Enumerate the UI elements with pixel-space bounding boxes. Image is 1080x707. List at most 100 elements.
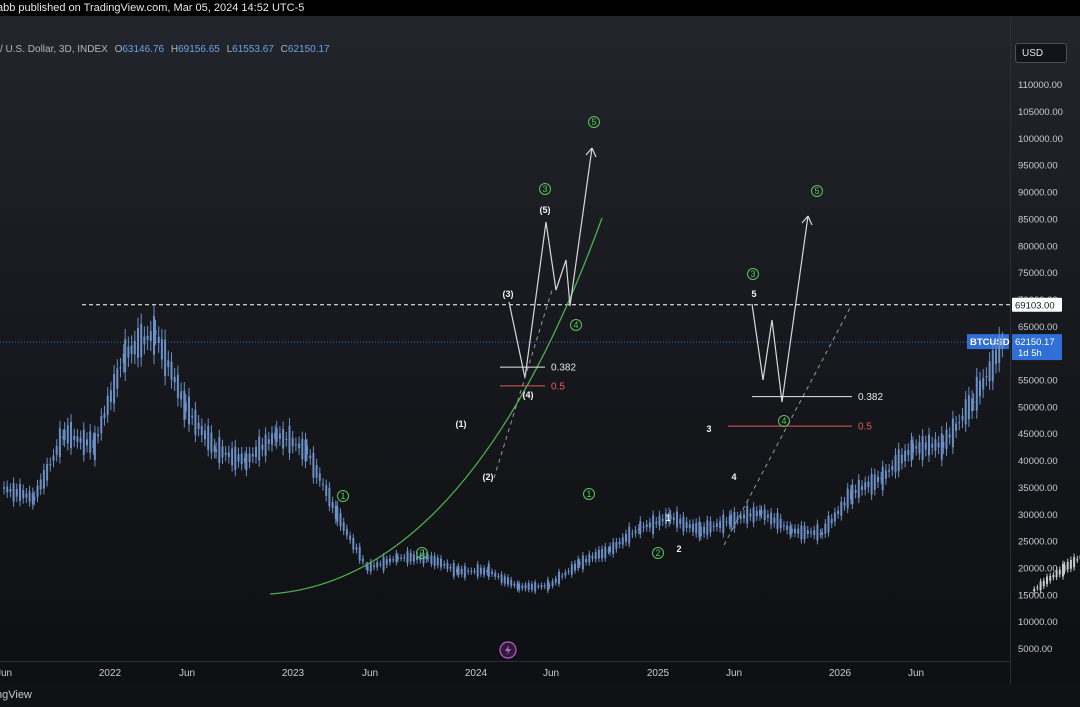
candle-body	[52, 455, 55, 461]
candle-body	[864, 482, 867, 490]
candle-body	[106, 395, 109, 415]
candle-body	[309, 455, 312, 459]
candle-body	[204, 430, 206, 440]
projection-2024-arrow	[585, 147, 593, 156]
candle-body	[1036, 587, 1039, 589]
candle-body	[33, 496, 36, 501]
candle-body	[500, 574, 503, 583]
currency-button[interactable]: USD	[1015, 43, 1067, 63]
candle-body	[325, 485, 328, 496]
candle-body	[6, 486, 9, 493]
candle-body	[921, 436, 924, 460]
candle-body	[470, 570, 473, 572]
candle-body	[231, 448, 234, 466]
candle-body	[93, 432, 96, 461]
candle-body	[170, 361, 173, 380]
candle-body	[342, 522, 345, 531]
candle-body	[409, 552, 412, 562]
y-tick-label: 30000.00	[1018, 510, 1058, 521]
candle-body	[63, 429, 66, 441]
candle-body	[537, 586, 540, 588]
x-tick-label: 2024	[465, 668, 488, 679]
candle-body	[463, 565, 466, 578]
candle-body	[497, 576, 500, 578]
x-tick-label: Jun	[0, 668, 12, 679]
candle-body	[928, 434, 930, 456]
y-tick-label: 55000.00	[1018, 376, 1058, 387]
candle-body	[849, 490, 852, 500]
candle-body	[570, 564, 573, 575]
candle-body	[288, 425, 291, 454]
y-tick-label: 75000.00	[1018, 268, 1058, 279]
candle-body	[637, 528, 640, 531]
candle-body	[803, 526, 806, 540]
candle-body	[998, 337, 1001, 363]
candle-body	[676, 511, 678, 528]
y-tick-label: 50000.00	[1018, 402, 1058, 413]
candle-body	[285, 438, 288, 440]
candle-body	[982, 377, 985, 390]
candle-body	[618, 541, 621, 545]
candle-body	[760, 510, 763, 514]
x-tick-label: 2023	[282, 668, 305, 679]
candle-body	[534, 582, 537, 592]
candle-body	[607, 550, 610, 552]
y-tick-label: 5000.00	[1018, 644, 1052, 655]
low-value: 61553.67	[232, 44, 274, 55]
candle-body	[591, 555, 594, 559]
candle-body	[975, 376, 978, 411]
candle-body	[200, 426, 203, 436]
candle-body	[719, 520, 722, 528]
candle-body	[373, 565, 375, 567]
candle-body	[910, 439, 913, 461]
candle-body	[146, 335, 149, 341]
candle-body	[776, 512, 779, 530]
candle-body	[92, 439, 95, 449]
candle-body	[1066, 562, 1069, 570]
candle-body	[601, 548, 604, 559]
candle-body	[733, 512, 736, 529]
candle-body	[564, 572, 567, 576]
candle-body	[672, 517, 675, 521]
candle-body	[558, 571, 560, 584]
candle-body	[743, 514, 745, 519]
candle-body	[507, 577, 509, 585]
candle-body	[554, 578, 557, 583]
candle-body	[9, 488, 12, 492]
candle-body	[3, 487, 5, 489]
candle-body	[699, 526, 702, 537]
y-tick-label: 35000.00	[1018, 483, 1058, 494]
candle-body	[846, 488, 849, 509]
candle-body	[379, 563, 382, 565]
y-tick-label: 80000.00	[1018, 241, 1058, 252]
x-tick-label: 2026	[829, 668, 852, 679]
candle-body	[942, 441, 945, 448]
candle-body	[821, 532, 824, 535]
candle-body	[183, 390, 186, 420]
candle-body	[937, 442, 940, 448]
candle-body	[972, 401, 975, 403]
candle-body	[278, 433, 281, 439]
price-axis-divider	[1010, 16, 1011, 684]
candle-body	[715, 523, 718, 527]
candle-body	[336, 506, 339, 522]
candle-body	[479, 567, 482, 574]
chart-area[interactable]	[0, 16, 1080, 684]
candle-body	[258, 436, 261, 461]
candle-body	[991, 350, 994, 382]
y-tick-label: 10000.00	[1018, 617, 1058, 628]
candle-body	[366, 565, 369, 571]
candle-body	[403, 557, 406, 559]
candle-body	[400, 557, 403, 559]
candle-body	[668, 512, 671, 523]
candle-body	[392, 559, 395, 561]
candle-body	[180, 391, 183, 400]
candle-body	[467, 570, 470, 572]
candle-body	[763, 509, 766, 521]
candle-body	[473, 571, 476, 573]
symbol-tag-label: BTCUSD	[970, 337, 1010, 348]
candle-body	[116, 368, 119, 389]
wave-label-circle	[416, 547, 428, 559]
y-tick-label: 85000.00	[1018, 214, 1058, 225]
